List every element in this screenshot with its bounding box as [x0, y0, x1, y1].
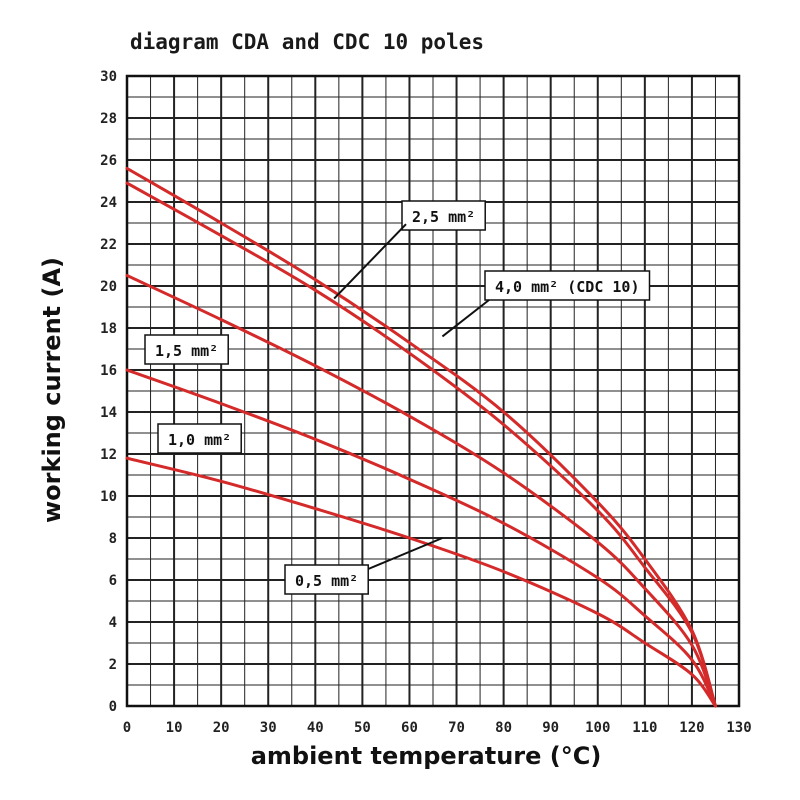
series-line: [125, 166, 717, 708]
y-tick-label: 14: [100, 405, 117, 421]
x-tick-label: 30: [260, 720, 277, 736]
series-annotation: 2,5 mm²: [401, 200, 486, 231]
x-tick-label: 120: [679, 720, 704, 736]
y-tick-label: 16: [100, 363, 117, 379]
y-tick-label: 12: [100, 447, 117, 463]
x-tick-label: 60: [401, 720, 418, 736]
x-tick-label: 80: [495, 720, 512, 736]
annotation-box: [157, 423, 242, 454]
x-axis-label: ambient temperature (°C): [250, 742, 602, 770]
series-annotation: 1,5 mm²: [144, 334, 229, 365]
y-tick-label: 6: [109, 573, 117, 589]
x-tick-label: 110: [632, 720, 657, 736]
series-line: [125, 181, 717, 708]
annotation-label: 1,0 mm²: [168, 431, 231, 449]
plot-frame: [125, 74, 741, 708]
y-tick-label: 10: [100, 489, 117, 505]
x-tick-label: 0: [123, 720, 131, 736]
grid: [125, 74, 741, 708]
annotation-box: [401, 200, 486, 231]
series-line: [125, 368, 717, 708]
y-tick-label: 20: [100, 279, 117, 295]
x-tick-label: 90: [542, 720, 559, 736]
x-tick-label: 10: [166, 720, 183, 736]
annotation-label: 2,5 mm²: [412, 208, 475, 226]
x-tick-label: 40: [307, 720, 324, 736]
chart-title: diagram CDA and CDC 10 poles: [130, 30, 485, 54]
annotation-pointer: [441, 299, 490, 338]
y-tick-label: 18: [100, 321, 117, 337]
annotation-label: 1,5 mm²: [155, 342, 218, 360]
y-tick-label: 28: [100, 111, 117, 127]
x-tick-label: 130: [726, 720, 751, 736]
series-line: [125, 456, 717, 708]
series-annotation: 0,5 mm²: [284, 564, 369, 595]
annotation-box: [284, 564, 369, 595]
x-tick-label: 20: [213, 720, 230, 736]
annotation-label: 4,0 mm² (CDC 10): [495, 278, 640, 296]
tick-labels: 0 10 20 30 40 50 60 70 80 90 100 110 120 130024681012…: [100, 69, 752, 736]
annotation-label: 0,5 mm²: [295, 572, 358, 590]
annotation-pointer: [333, 223, 407, 300]
annotation-pointer: [367, 537, 443, 570]
series-lines: [125, 166, 717, 708]
x-tick-label: 50: [354, 720, 371, 736]
y-tick-label: 2: [109, 657, 117, 673]
x-tick-label: 70: [448, 720, 465, 736]
series-line: [125, 274, 717, 708]
annotations: 2,5 mm² 4,0 mm² (CDC 10) 1,5 mm² 1,0 mm² 0,5…: [144, 200, 651, 595]
x-tick-label: 100: [585, 720, 610, 736]
y-tick-label: 8: [109, 531, 117, 547]
y-tick-label: 24: [100, 195, 117, 211]
y-tick-label: 30: [100, 69, 117, 85]
y-tick-label: 22: [100, 237, 117, 253]
y-tick-label: 0: [109, 699, 117, 715]
annotation-box: [484, 270, 651, 301]
y-tick-label: 4: [109, 615, 117, 631]
series-annotation: 4,0 mm² (CDC 10): [484, 270, 651, 301]
series-annotation: 1,0 mm²: [157, 423, 242, 454]
y-tick-label: 26: [100, 153, 117, 169]
annotation-box: [144, 334, 229, 365]
